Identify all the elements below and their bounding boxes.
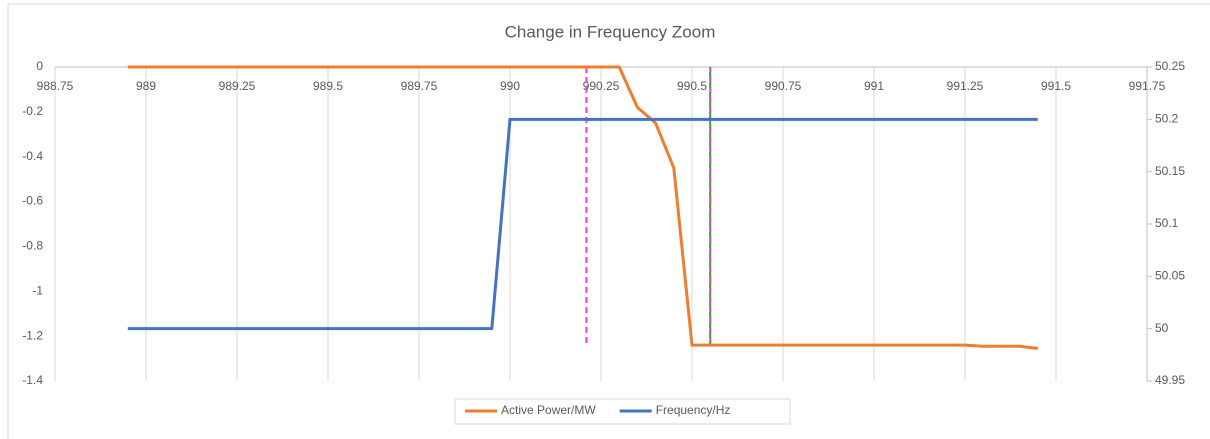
legend-box [454,398,791,425]
y-tick-label: -1.2 [22,328,43,342]
x-tick-label: 990 [500,79,520,93]
y2-tick-label: 50.15 [1155,164,1185,178]
legend-label: Active Power/MW [501,403,596,417]
x-tick-label: 988.75 [37,79,74,93]
chart-title: Change in Frequency Zoom [505,22,716,41]
y2-tick-label: 50.05 [1155,269,1185,283]
y2-tick-label: 50.25 [1155,59,1185,73]
y-tick-label: -1.4 [22,373,43,387]
series-line [127,117,1038,331]
y-tick-label: -0.4 [22,149,43,163]
x-tick-label: 989.5 [313,79,343,93]
x-tick-label: 989.25 [219,79,256,93]
series-line [127,65,1038,350]
y-tick-label: -0.2 [22,104,43,118]
y-tick-label: -0.6 [22,194,43,208]
x-tick-label: 991.25 [947,79,984,93]
x-tick-label: 991 [864,79,884,93]
y-tick-label: 0 [36,59,43,73]
y2-tick-label: 50.1 [1155,216,1179,230]
legend-label: Frequency/Hz [656,403,731,417]
x-tick-label: 990.25 [583,79,620,93]
y2-tick-label: 49.95 [1155,373,1185,387]
x-tick-label: 990.5 [677,79,707,93]
x-tick-label: 989 [136,79,156,93]
x-tick-label: 990.75 [765,79,802,93]
y2-tick-label: 50 [1155,321,1169,335]
x-tick-label: 989.75 [401,79,438,93]
y-tick-label: -1 [32,283,43,297]
y-tick-label: -0.8 [22,239,43,253]
y2-tick-label: 50.2 [1155,112,1179,126]
x-tick-label: 991.5 [1041,79,1071,93]
